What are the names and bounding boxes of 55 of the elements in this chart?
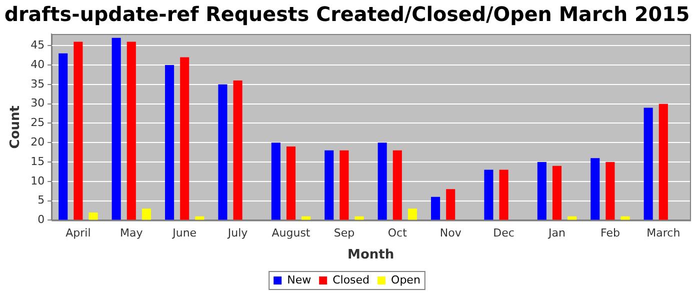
y-tick-label: 20 bbox=[30, 135, 45, 148]
bar bbox=[606, 162, 615, 220]
legend-label: Open bbox=[391, 273, 420, 286]
x-tick-label: Sep bbox=[334, 226, 355, 240]
x-tick-label: March bbox=[646, 226, 680, 240]
bar bbox=[446, 189, 456, 220]
bar bbox=[537, 162, 546, 220]
bar bbox=[658, 104, 668, 220]
y-tick-label: 15 bbox=[30, 154, 45, 168]
bar bbox=[180, 57, 190, 220]
x-tick-label: August bbox=[272, 226, 311, 240]
y-tick-label: 35 bbox=[30, 77, 45, 90]
bar bbox=[74, 42, 83, 220]
bar bbox=[431, 196, 440, 220]
x-tick-label: Oct bbox=[388, 226, 408, 240]
bar bbox=[112, 38, 121, 220]
bar bbox=[271, 142, 280, 220]
bar bbox=[484, 170, 494, 220]
x-tick-label: July bbox=[226, 226, 248, 240]
bar bbox=[88, 212, 98, 220]
x-tick-label: May bbox=[120, 226, 144, 240]
bar bbox=[392, 150, 402, 220]
y-tick-label: 40 bbox=[30, 58, 45, 71]
x-tick-label: June bbox=[172, 226, 197, 240]
x-tick-label: Feb bbox=[600, 226, 620, 240]
bar bbox=[408, 208, 417, 220]
legend-label: Closed bbox=[332, 273, 370, 286]
bar bbox=[378, 142, 387, 220]
x-tick-label: Dec bbox=[493, 226, 514, 240]
bar bbox=[165, 65, 174, 220]
bar bbox=[340, 150, 349, 220]
y-axis-title: Count bbox=[8, 106, 24, 149]
bar bbox=[590, 158, 600, 220]
y-tick-label: 45 bbox=[30, 38, 45, 52]
y-tick-label: 25 bbox=[30, 116, 45, 130]
bar bbox=[286, 146, 296, 220]
y-tick-label: 10 bbox=[30, 174, 45, 188]
y-tick-label: 30 bbox=[30, 96, 45, 110]
y-tick-label: 0 bbox=[38, 213, 45, 226]
bar bbox=[552, 166, 562, 220]
bar bbox=[233, 80, 242, 220]
chart-title: drafts-update-ref Requests Created/Closed/Open March 2015 bbox=[4, 3, 690, 26]
bar bbox=[58, 53, 68, 220]
x-tick-label: Nov bbox=[440, 226, 462, 240]
bar bbox=[324, 150, 334, 220]
bar bbox=[499, 170, 508, 220]
bar bbox=[126, 42, 136, 220]
x-tick-label: Jan bbox=[548, 226, 566, 240]
legend-label: New bbox=[287, 273, 312, 286]
bar bbox=[218, 84, 228, 220]
bar bbox=[644, 108, 653, 220]
bar bbox=[142, 208, 151, 220]
y-tick-label: 5 bbox=[38, 194, 45, 207]
x-tick-label: April bbox=[66, 226, 91, 240]
x-axis-title: Month bbox=[348, 248, 394, 263]
